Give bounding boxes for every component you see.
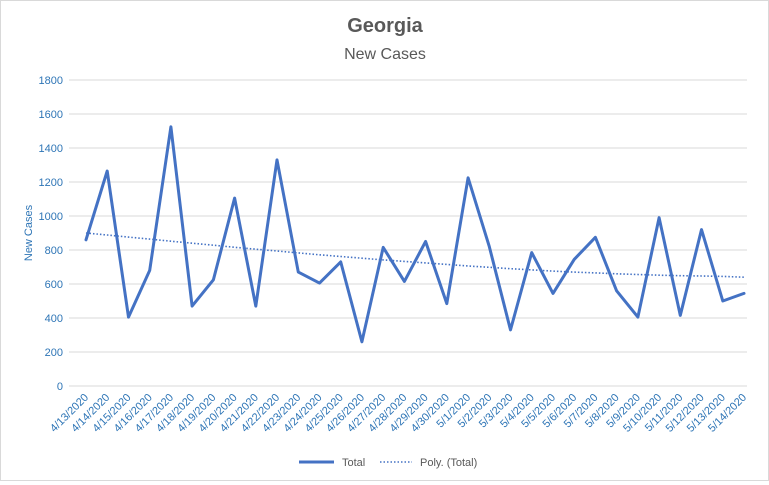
series-layer <box>84 125 746 344</box>
legend-label: Total <box>342 457 365 469</box>
chart-title: Georgia <box>347 15 423 37</box>
y-tick-labels: 0 200 400 600 800 1000 1200 1400 1600 1800 <box>39 75 63 393</box>
x-tick-labels: 4/13/20204/14/20204/15/20204/16/20204/17… <box>48 392 749 435</box>
legend: Total Poly. (Total) <box>299 457 477 469</box>
y-tick-label: 400 <box>45 313 63 325</box>
y-tick-label: 1200 <box>39 177 63 189</box>
legend-label: Poly. (Total) <box>420 457 477 469</box>
series-line-total <box>84 125 746 344</box>
y-tick-label: 1800 <box>39 75 63 87</box>
y-tick-label: 800 <box>45 245 63 257</box>
chart-subtitle: New Cases <box>344 46 426 63</box>
y-tick-label: 1400 <box>39 143 63 155</box>
y-tick-label: 200 <box>45 347 63 359</box>
y-tick-label: 600 <box>45 279 63 291</box>
y-tick-label: 1600 <box>39 109 63 121</box>
y-axis-title: New Cases <box>23 204 35 261</box>
series-line-poly-trend <box>85 232 745 278</box>
y-tick-label: 0 <box>57 381 63 393</box>
y-tick-label: 1000 <box>39 211 63 223</box>
